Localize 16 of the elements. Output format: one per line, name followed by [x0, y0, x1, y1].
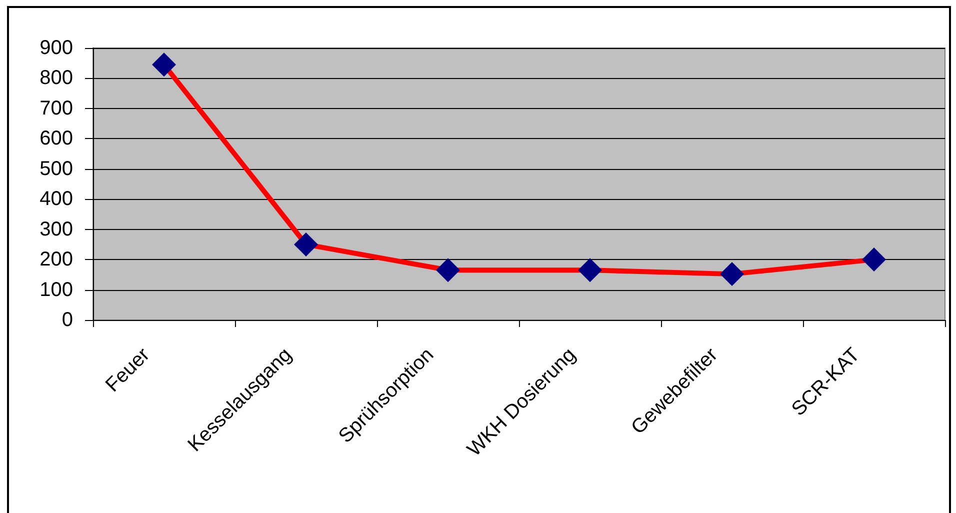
y-tick-label: 500	[40, 158, 73, 180]
y-tick-label: 900	[40, 37, 73, 59]
point	[862, 248, 886, 272]
point	[152, 52, 176, 77]
y-tick-label: 800	[40, 67, 73, 90]
y-tick-label: 300	[40, 218, 73, 240]
point	[578, 258, 602, 282]
point	[294, 232, 318, 256]
point	[436, 258, 460, 282]
y-tick-label: 600	[40, 128, 73, 150]
y-tick-label: 0	[62, 309, 73, 331]
y-tick-label: 200	[40, 248, 73, 271]
y-tick-label: 700	[40, 97, 73, 120]
y-tick-label: 400	[40, 188, 73, 210]
y-tick-label: 100	[40, 278, 73, 301]
point	[720, 262, 744, 286]
